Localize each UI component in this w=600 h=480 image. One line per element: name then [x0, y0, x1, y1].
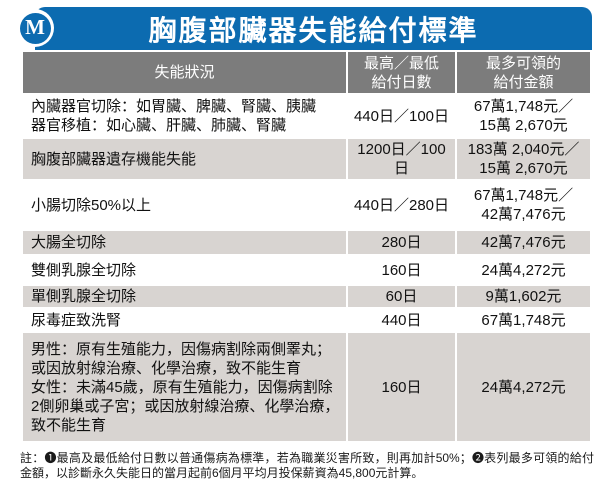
benefits-table: 失能狀況 最高／最低 給付日數 最多可領的 給付金額 內臟器官切除：如胃臟、脾臟… — [21, 50, 592, 443]
cell-amount: 67萬1,748元／ 42萬7,476元 — [457, 181, 590, 229]
col-header-days: 最高／最低 給付日數 — [348, 52, 455, 93]
cell-condition: 大腸全切除 — [23, 231, 346, 254]
cell-days: 440日 — [348, 309, 455, 331]
cell-condition: 雙側乳腺全切除 — [23, 256, 346, 284]
title-bar: 胸腹部臟器失能給付標準 — [35, 7, 592, 50]
cell-condition: 尿毒症致洗腎 — [23, 309, 346, 331]
col-header-amount: 最多可領的 給付金額 — [457, 52, 590, 93]
table-row: 內臟器官切除：如胃臟、脾臟、腎臟、胰臟 器官移植：如心臟、肝臟、肺臟、腎臟 44… — [23, 95, 590, 137]
magazine-logo: M — [16, 9, 54, 47]
table-row: 雙側乳腺全切除 160日 24萬4,272元 — [23, 256, 590, 284]
table-row: 小腸切除50%以上 440日／280日 67萬1,748元／ 42萬7,476元 — [23, 181, 590, 229]
cell-amount: 67萬1,748元 — [457, 309, 590, 331]
cell-amount: 67萬1,748元／ 15萬 2,670元 — [457, 95, 590, 137]
cell-condition: 小腸切除50%以上 — [23, 181, 346, 229]
cell-days: 440日／280日 — [348, 181, 455, 229]
cell-condition: 內臟器官切除：如胃臟、脾臟、腎臟、胰臟 器官移植：如心臟、肝臟、肺臟、腎臟 — [23, 95, 346, 137]
cell-condition: 胸腹部臟器遺存機能失能 — [23, 139, 346, 179]
logo-circle: M — [19, 12, 51, 44]
cell-days: 60日 — [348, 286, 455, 307]
table-row: 男性：原有生殖能力，因傷病割除兩側睪丸；或因放射線治療、化學治療，致不能生育 女… — [23, 333, 590, 441]
cell-amount: 42萬7,476元 — [457, 231, 590, 254]
table-row: 大腸全切除 280日 42萬7,476元 — [23, 231, 590, 254]
cell-days: 280日 — [348, 231, 455, 254]
logo-letter: M — [25, 14, 45, 39]
cell-amount: 183萬 2,040元／ 15萬 2,670元 — [457, 139, 590, 179]
table-row: 單側乳腺全切除 60日 9萬1,602元 — [23, 286, 590, 307]
table-row: 胸腹部臟器遺存機能失能 1200日／100日 183萬 2,040元／ 15萬 … — [23, 139, 590, 179]
cell-amount: 24萬4,272元 — [457, 333, 590, 441]
cell-days: 440日／100日 — [348, 95, 455, 137]
cell-days: 160日 — [348, 256, 455, 284]
col-header-condition: 失能狀況 — [23, 52, 346, 93]
cell-days: 160日 — [348, 333, 455, 441]
cell-condition: 男性：原有生殖能力，因傷病割除兩側睪丸；或因放射線治療、化學治療，致不能生育 女… — [23, 333, 346, 441]
cell-condition: 單側乳腺全切除 — [23, 286, 346, 307]
footnote: 註：❶最高及最低給付日數以普通傷病為標準，若為職業災害所致，則再加計50%；❷表… — [20, 451, 594, 480]
cell-amount: 24萬4,272元 — [457, 256, 590, 284]
cell-days: 1200日／100日 — [348, 139, 455, 179]
cell-amount: 9萬1,602元 — [457, 286, 590, 307]
table-header-row: 失能狀況 最高／最低 給付日數 最多可領的 給付金額 — [23, 52, 590, 93]
table-row: 尿毒症致洗腎 440日 67萬1,748元 — [23, 309, 590, 331]
page-title: 胸腹部臟器失能給付標準 — [148, 14, 479, 46]
